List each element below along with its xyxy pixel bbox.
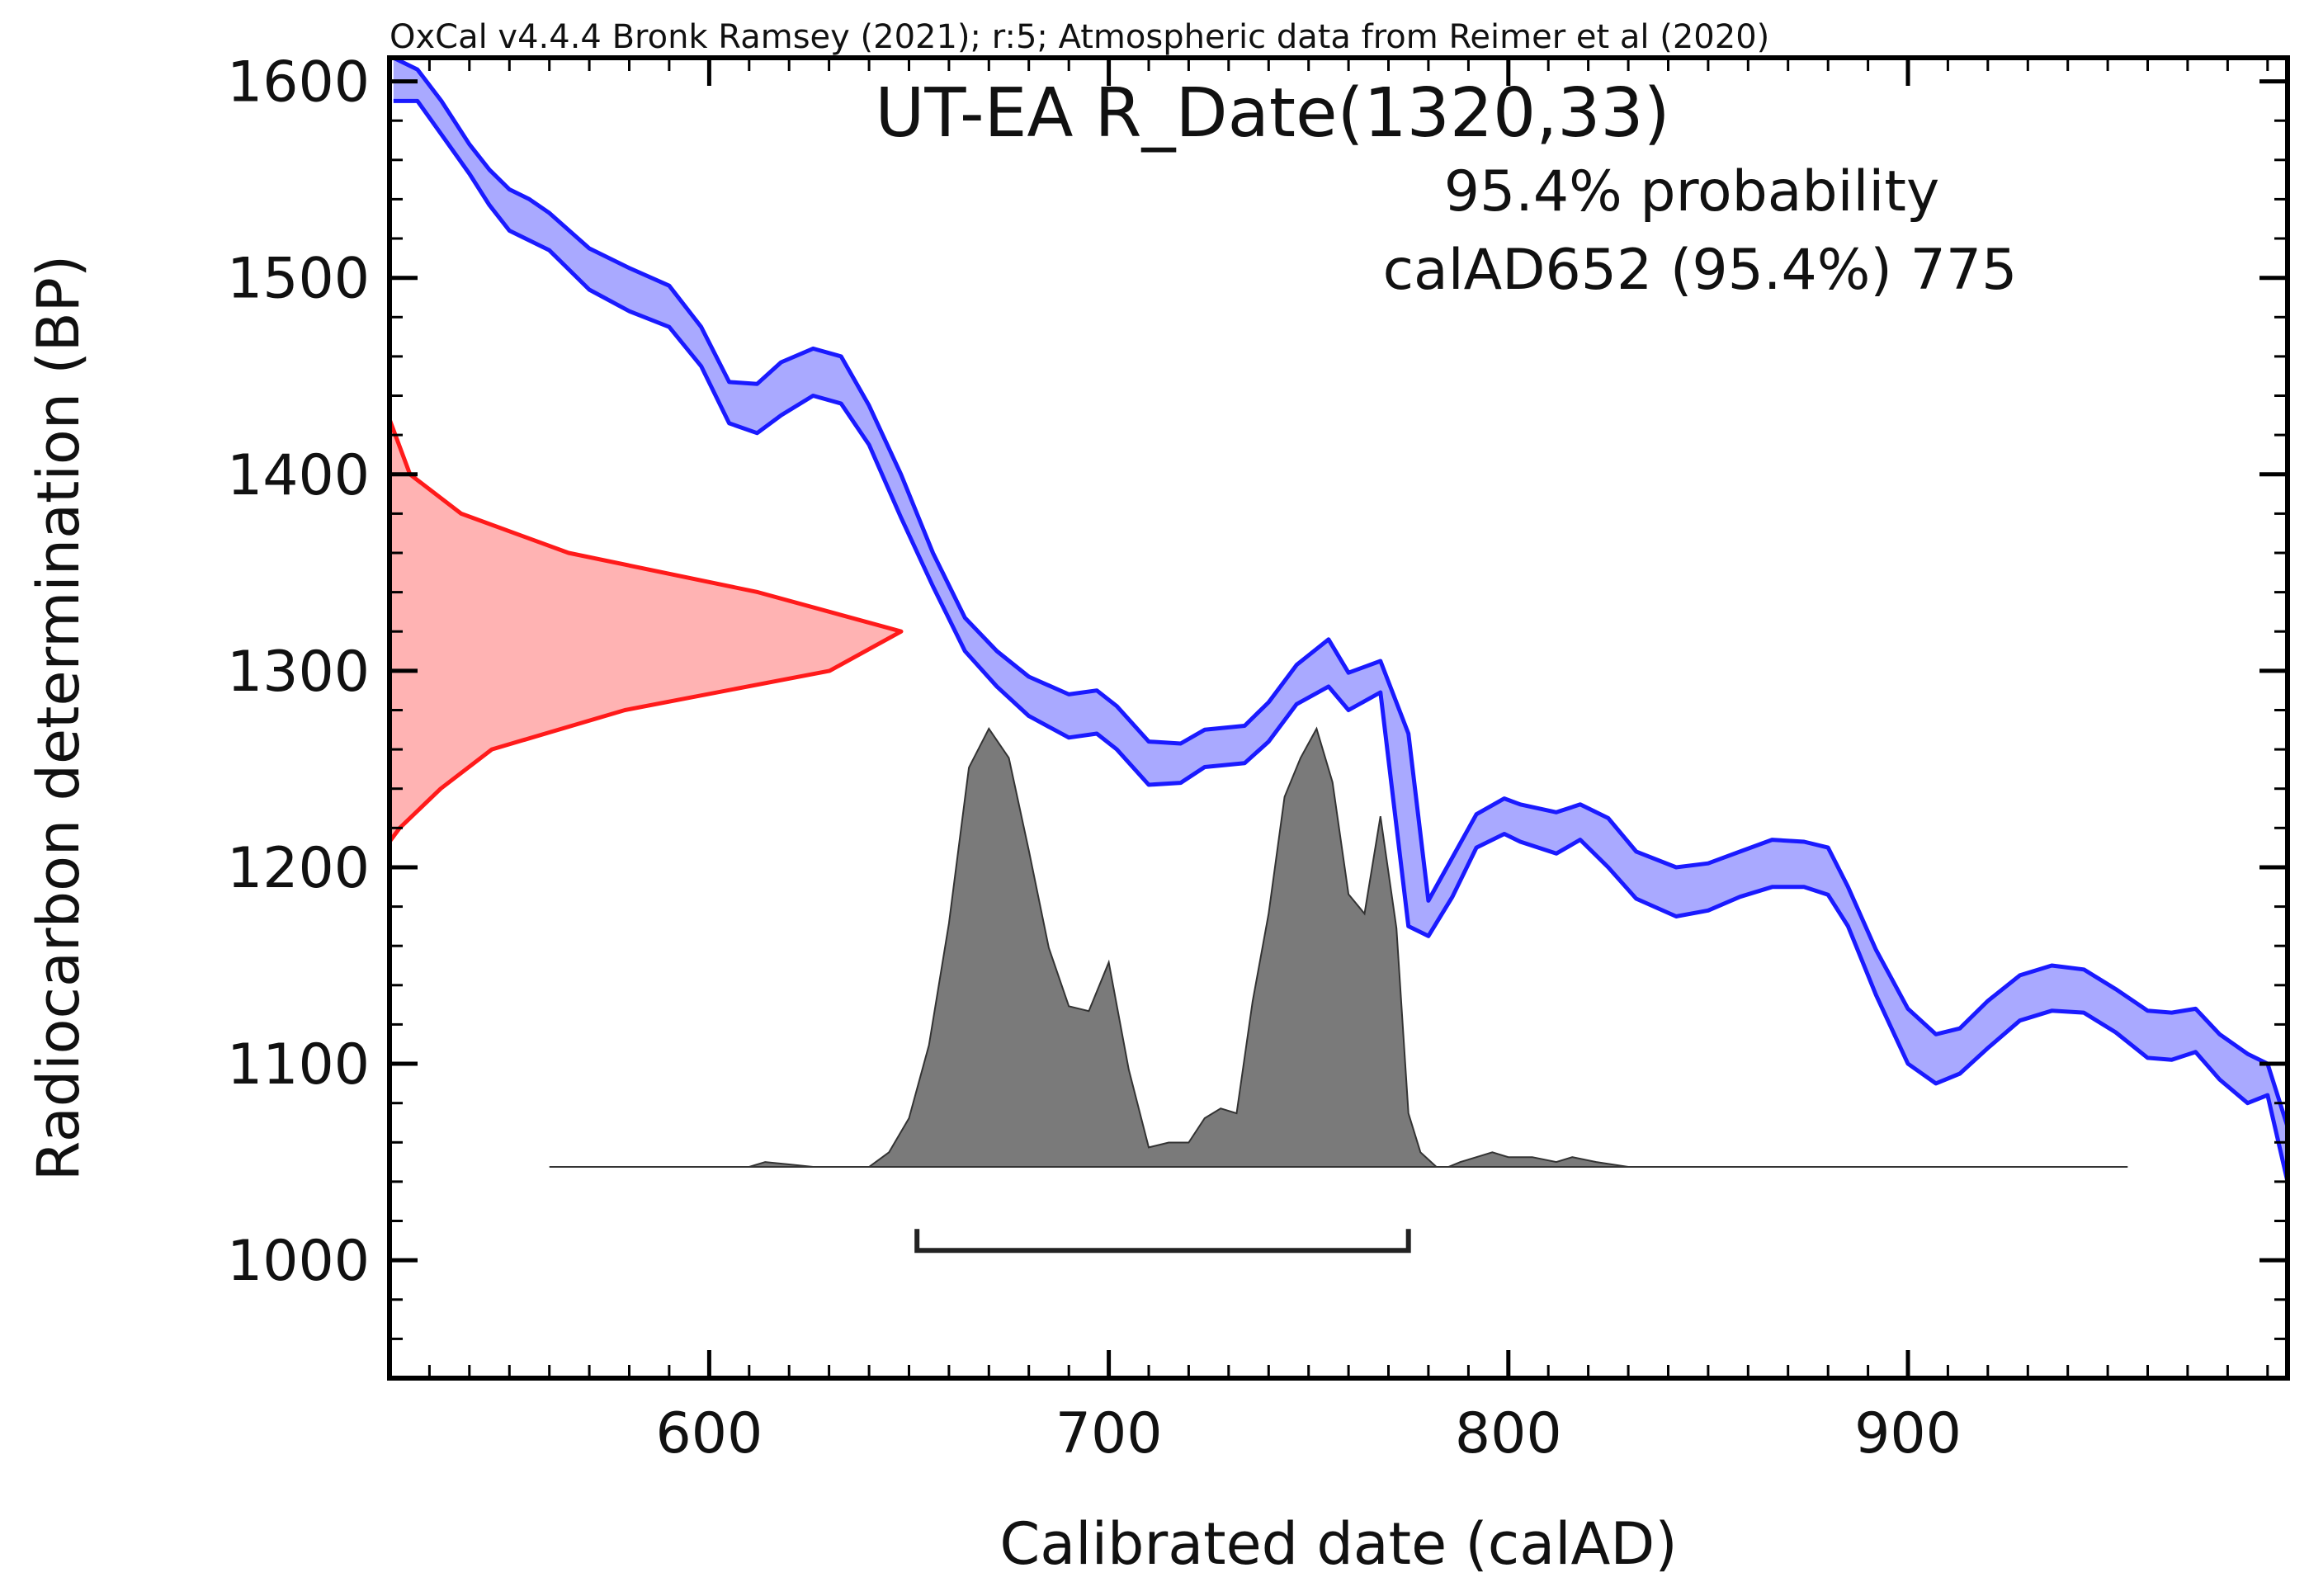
axis-ticks: 600 700 800 900 1000 1100 1200 1300 1400 1500 1600 [227,50,2288,1466]
y-tick-label: 1400 [227,443,370,508]
y-axis-label: Radiocarbon determination (BP) [25,255,92,1181]
x-axis-label: Calibrated date (calAD) [999,1510,1677,1578]
x-tick-label: 700 [1055,1401,1163,1466]
calibrated-posterior-distribution [549,726,2128,1168]
calibration-curve-upper-line [392,58,2288,1127]
y-tick-label: 1200 [227,836,370,901]
x-tick-label: 600 [656,1401,763,1466]
x-tick-label: 900 [1854,1401,1962,1466]
plot-frame [387,55,2290,1381]
y-tick-label: 1000 [227,1229,370,1294]
y-tick-label: 1500 [227,247,370,312]
y-tick-label: 1600 [227,50,370,116]
chart-title: UT-EA R_Date(1320,33) [875,74,1669,153]
calibration-curve-lower-line [393,98,2288,1183]
plot-area [390,58,2288,1254]
probability-range-bar [914,1229,1411,1254]
software-credit: OxCal v4.4.4 Bronk Ramsey (2021); r:5; A… [390,18,1769,56]
probability-heading: 95.4% probability [1444,159,1939,224]
probability-range-text: calAD652 (95.4%) 775 [1383,238,2018,303]
y-tick-label: 1100 [227,1032,370,1098]
y-tick-label: 1300 [227,640,370,705]
x-tick-label: 800 [1455,1401,1562,1466]
